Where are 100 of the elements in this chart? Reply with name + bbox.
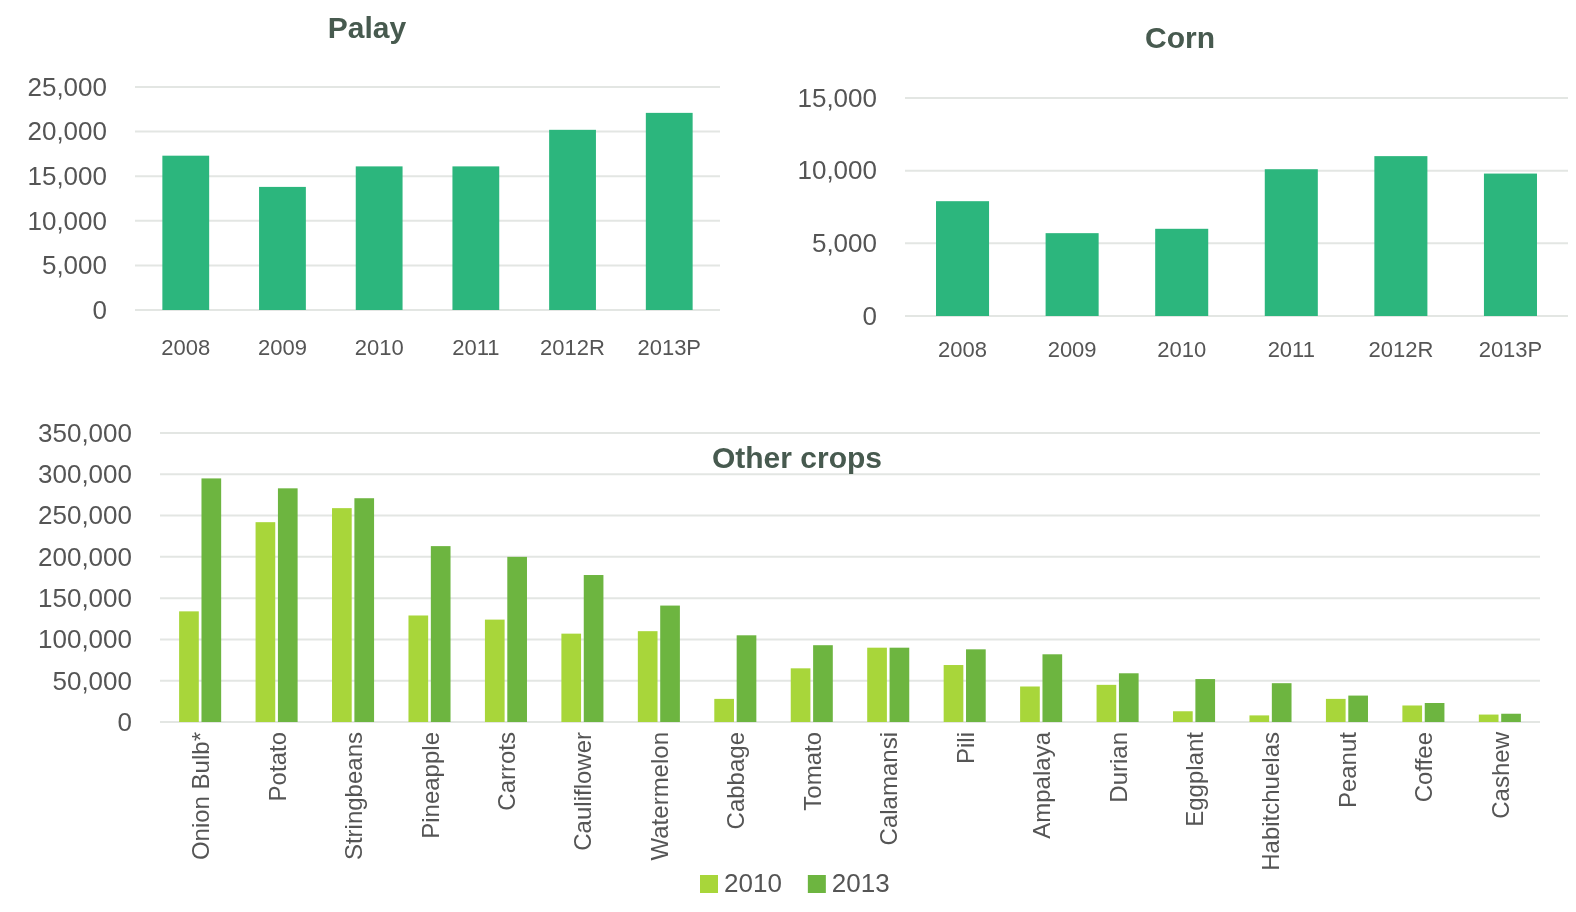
bar [561,633,582,722]
bar [936,201,990,316]
bar [867,647,887,722]
bar [430,546,451,722]
x-tick-label: Calamansi [875,732,903,846]
bar [1374,156,1428,316]
bar [637,631,658,722]
y-tick-label: 25,000 [27,71,107,102]
x-tick-label: 2011 [1267,337,1315,362]
y-tick-label: 20,000 [27,116,107,147]
bar [1195,679,1216,722]
y-tick-label: 50,000 [52,665,132,696]
y-tick-label: 300,000 [38,459,132,490]
bar [943,665,964,722]
bar [1402,705,1423,722]
bar [1264,169,1318,316]
bar [660,605,680,722]
y-tick-label: 250,000 [38,500,132,531]
bar [1424,703,1445,722]
x-tick-label: Durian [1104,732,1132,803]
x-tick-label: Coffee [1410,732,1438,803]
y-tick-label: 10,000 [797,155,877,186]
y-tick-label: 0 [92,294,107,325]
bar [714,698,734,722]
x-tick-label: Pili [951,732,979,765]
x-tick-label: Tomato [798,732,826,811]
chart-title: Palay [327,11,407,44]
bar [255,522,276,722]
x-tick-label: Pineapple [416,732,444,839]
bar [1483,173,1537,316]
bar [813,645,833,722]
y-tick-label: 0 [117,706,132,737]
x-tick-label: Cashew [1486,731,1514,819]
bar [1042,654,1063,722]
bar [1325,698,1346,722]
bar [889,647,910,722]
legend-label: 2013 [831,868,890,898]
y-tick-label: 10,000 [27,205,107,236]
bar [1348,695,1368,722]
bar [484,619,505,722]
bar [790,668,811,722]
bar [162,155,210,310]
x-tick-label: Carrots [492,732,520,811]
bar [736,635,757,722]
y-tick-label: 0 [862,300,877,331]
bar [201,478,222,722]
bar [1045,233,1099,316]
y-tick-label: 150,000 [38,582,132,613]
bar [179,611,199,722]
x-tick-label: Habitchuelas [1257,732,1285,871]
bar [1271,683,1292,722]
bar [277,488,298,722]
x-tick-label: Stringbeans [340,732,368,861]
x-tick-label: 2011 [452,335,500,360]
bar [966,649,986,722]
bar [1501,713,1521,722]
x-tick-label: 2008 [161,335,211,360]
x-tick-label: 2008 [938,337,988,362]
bar [452,166,500,310]
chart-title: Corn [1145,21,1215,54]
x-tick-label: 2010 [354,335,404,360]
y-tick-label: 15,000 [27,161,107,192]
x-tick-label: 2009 [1047,337,1097,362]
y-tick-label: 200,000 [38,541,132,572]
y-tick-label: 100,000 [38,624,132,655]
x-tick-label: 2010 [1157,337,1207,362]
x-tick-label: Peanut [1333,731,1361,809]
bar [1173,711,1193,722]
bar [1478,714,1499,722]
bar [355,166,403,310]
bar [645,112,693,310]
x-tick-label: Onion Bulb* [187,732,215,861]
bar [259,186,306,310]
x-tick-label: Cauliflower [569,732,597,851]
legend-label: 2010 [724,868,782,898]
bar [507,556,527,722]
x-tick-label: 2012R [540,335,605,360]
bar [1020,686,1040,722]
x-tick-label: 2013P [1478,337,1543,362]
bar [408,615,429,722]
bar [1118,673,1139,722]
x-tick-label: Cabbage [722,732,750,830]
x-tick-label: Watermelon [645,732,673,861]
x-tick-label: 2013P [637,335,702,360]
x-tick-label: Potato [263,732,291,802]
bar [1155,228,1209,316]
bar [332,508,352,722]
y-tick-label: 350,000 [38,417,132,448]
bar [1249,715,1270,722]
chart-title: Other crops [711,441,883,474]
y-tick-label: 15,000 [797,82,877,113]
x-tick-label: Eggplant [1181,731,1209,827]
x-tick-label: Ampalaya [1028,731,1056,839]
bar [549,129,596,310]
x-tick-label: 2009 [257,335,307,360]
x-tick-label: 2012R [1368,337,1434,362]
bar [1096,684,1117,722]
y-tick-label: 5,000 [41,250,107,281]
y-tick-label: 5,000 [811,228,877,259]
bar [354,498,375,722]
